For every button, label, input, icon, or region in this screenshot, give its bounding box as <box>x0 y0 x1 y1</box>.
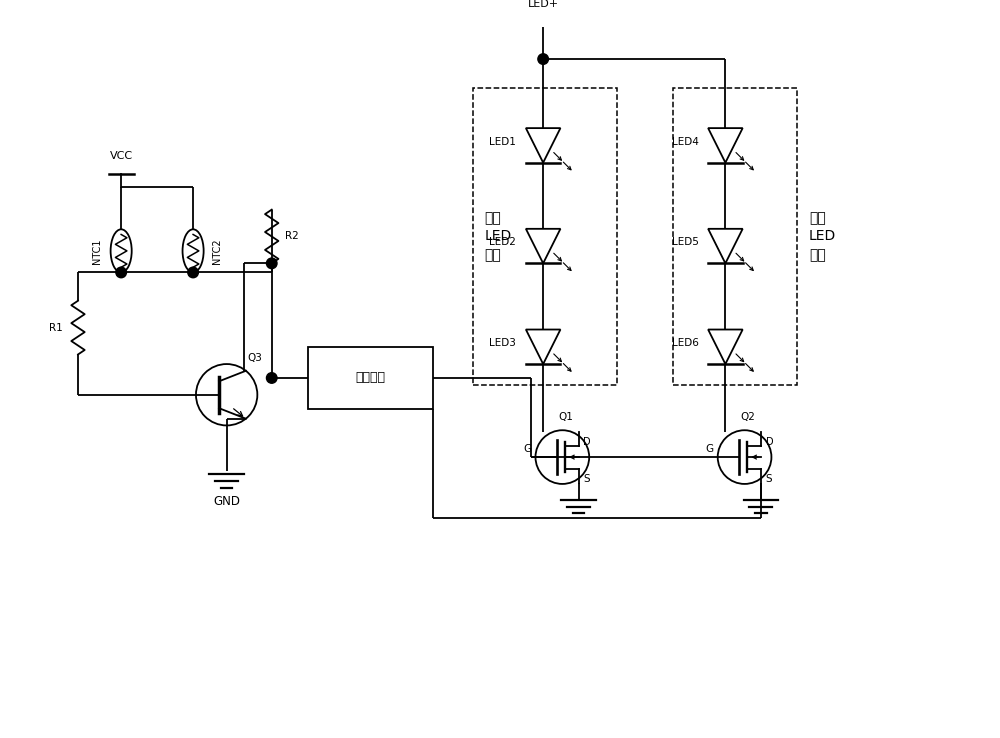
Circle shape <box>266 258 277 269</box>
Text: D: D <box>766 438 773 447</box>
Bar <box>673 88 797 385</box>
Text: R2: R2 <box>285 232 299 241</box>
Text: GND: GND <box>213 495 240 508</box>
Text: LED3: LED3 <box>489 338 516 348</box>
Text: 第二
LED
灯组: 第二 LED 灯组 <box>809 211 836 262</box>
Text: 第一
LED
灯组: 第一 LED 灯组 <box>485 211 512 262</box>
Circle shape <box>538 54 548 64</box>
Circle shape <box>266 373 277 383</box>
Text: Q2: Q2 <box>741 412 756 421</box>
Text: LED4: LED4 <box>672 137 699 147</box>
Text: G: G <box>524 444 532 455</box>
Text: LED+: LED+ <box>528 0 559 9</box>
Text: LED1: LED1 <box>489 137 516 147</box>
Text: NTC1: NTC1 <box>92 238 102 263</box>
Text: Q3: Q3 <box>248 354 263 363</box>
Text: G: G <box>706 444 714 455</box>
Text: R1: R1 <box>49 323 63 333</box>
Circle shape <box>188 267 198 277</box>
Text: S: S <box>583 474 590 483</box>
Text: LED2: LED2 <box>489 237 516 247</box>
Text: LED6: LED6 <box>672 338 699 348</box>
Text: Q1: Q1 <box>559 412 573 421</box>
Circle shape <box>116 267 126 277</box>
Text: S: S <box>766 474 772 483</box>
Text: 控制模块: 控制模块 <box>356 371 386 384</box>
Text: VCC: VCC <box>110 151 133 161</box>
Bar <box>308 347 433 409</box>
Bar <box>473 88 617 385</box>
Text: LED5: LED5 <box>672 237 699 247</box>
Text: NTC2: NTC2 <box>212 238 222 263</box>
Text: D: D <box>583 438 591 447</box>
